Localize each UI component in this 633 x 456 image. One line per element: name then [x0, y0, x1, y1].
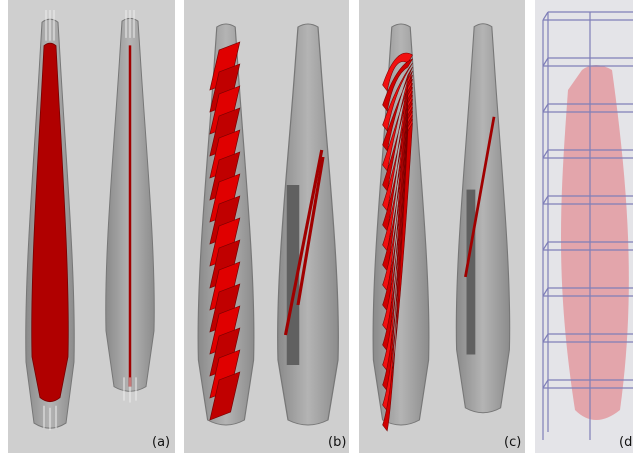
figure: (a) (b) (c) (d) — [0, 0, 633, 456]
page: (a) (b) (c) (d) (() => { const data = JS… — [0, 0, 633, 456]
panel-label: (d) — [619, 435, 633, 450]
panel-label: (b) — [328, 435, 346, 450]
panel-label: (c) — [504, 435, 521, 450]
panel-label: (a) — [152, 435, 170, 450]
